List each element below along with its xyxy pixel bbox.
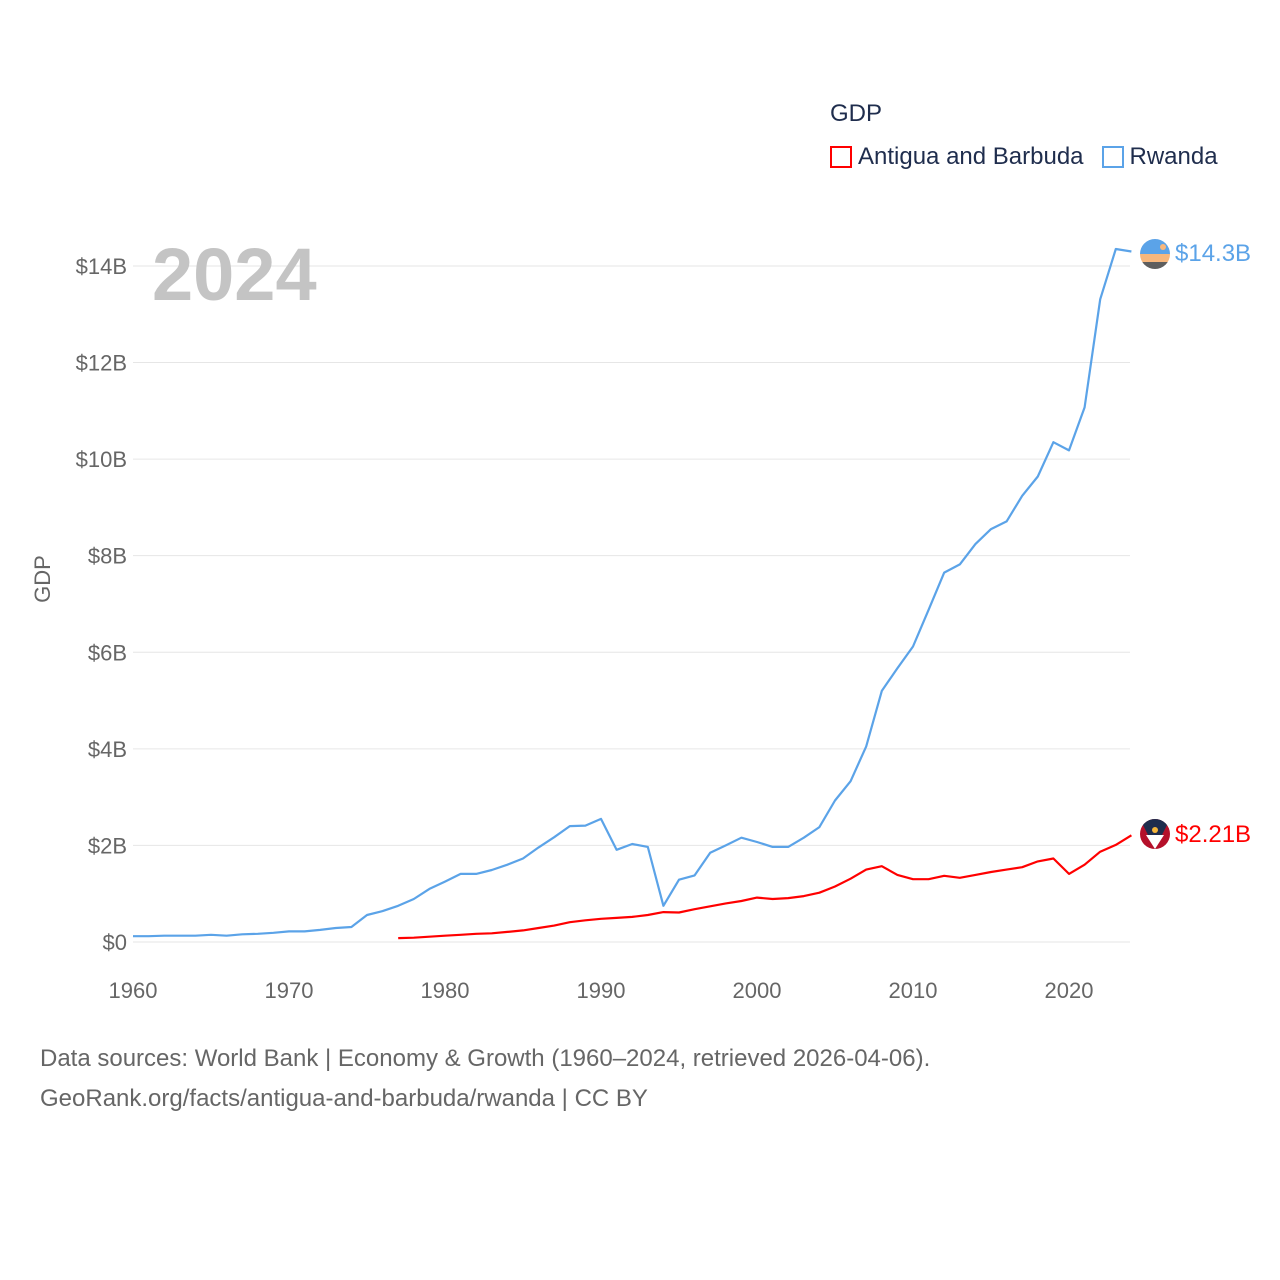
flag-stripe — [1140, 262, 1170, 269]
y-tick-label: $8B — [88, 544, 127, 569]
y-tick-label: $2B — [88, 833, 127, 858]
series-lines — [133, 247, 1132, 940]
y-tick-label: $10B — [76, 447, 127, 472]
x-tick-label: 2020 — [1045, 978, 1094, 1003]
antigua-flag-icon — [1140, 819, 1170, 849]
source-link[interactable]: GeoRank.org/facts/antigua-and-barbuda/rw… — [40, 1085, 648, 1112]
rwanda-flag-icon — [1140, 239, 1170, 269]
flag-stripe — [1140, 254, 1170, 262]
legend-title: GDP — [830, 100, 883, 127]
flag-triangle — [1140, 819, 1170, 849]
y-tick-label: $12B — [76, 351, 127, 376]
legend: Antigua and Barbuda Rwanda — [830, 143, 1218, 171]
y-tick-label: $6B — [88, 640, 127, 665]
flag-body — [1140, 819, 1170, 849]
flag-triangle — [1146, 835, 1164, 849]
year-watermark: 2024 — [152, 233, 317, 316]
x-tick-label: 2000 — [733, 978, 782, 1003]
data-sources-note: Data sources: World Bank | Economy & Gro… — [40, 1045, 931, 1072]
legend-label: Rwanda — [1129, 143, 1218, 170]
x-tick-label: 1970 — [265, 978, 314, 1003]
legend-item-antigua[interactable]: Antigua and Barbuda — [830, 143, 1084, 171]
legend-swatch-rwanda — [1101, 146, 1124, 168]
flag-body — [1140, 239, 1170, 269]
y-tick-label: $0 — [103, 930, 127, 955]
flag-sun — [1160, 244, 1166, 250]
y-tick-label: $14B — [76, 254, 127, 279]
x-axis: 1960 1970 1980 1990 2000 2010 2020 — [109, 978, 1094, 1003]
x-tick-label: 1990 — [577, 978, 626, 1003]
rwanda-end-label: $14.3B — [1175, 240, 1251, 267]
x-tick-label: 2010 — [889, 978, 938, 1003]
y-axis-label: GDP — [30, 555, 55, 603]
gridlines — [133, 265, 1130, 943]
flag-sun — [1152, 827, 1158, 833]
x-tick-label: 1960 — [109, 978, 158, 1003]
legend-swatch-antigua — [830, 146, 852, 168]
y-tick-label: $4B — [88, 737, 127, 762]
x-tick-label: 1980 — [421, 978, 470, 1003]
legend-label: Antigua and Barbuda — [858, 143, 1084, 170]
legend-item-rwanda[interactable]: Rwanda — [1101, 143, 1218, 171]
series-line-antigua-and-barbuda — [398, 834, 1132, 940]
flag-stripe — [1140, 239, 1170, 254]
y-axis: $0 $2B $4B $6B $8B $10B $12B $14B — [76, 254, 127, 955]
series-line-rwanda — [133, 247, 1132, 938]
antigua-end-label: $2.21B — [1175, 821, 1251, 848]
